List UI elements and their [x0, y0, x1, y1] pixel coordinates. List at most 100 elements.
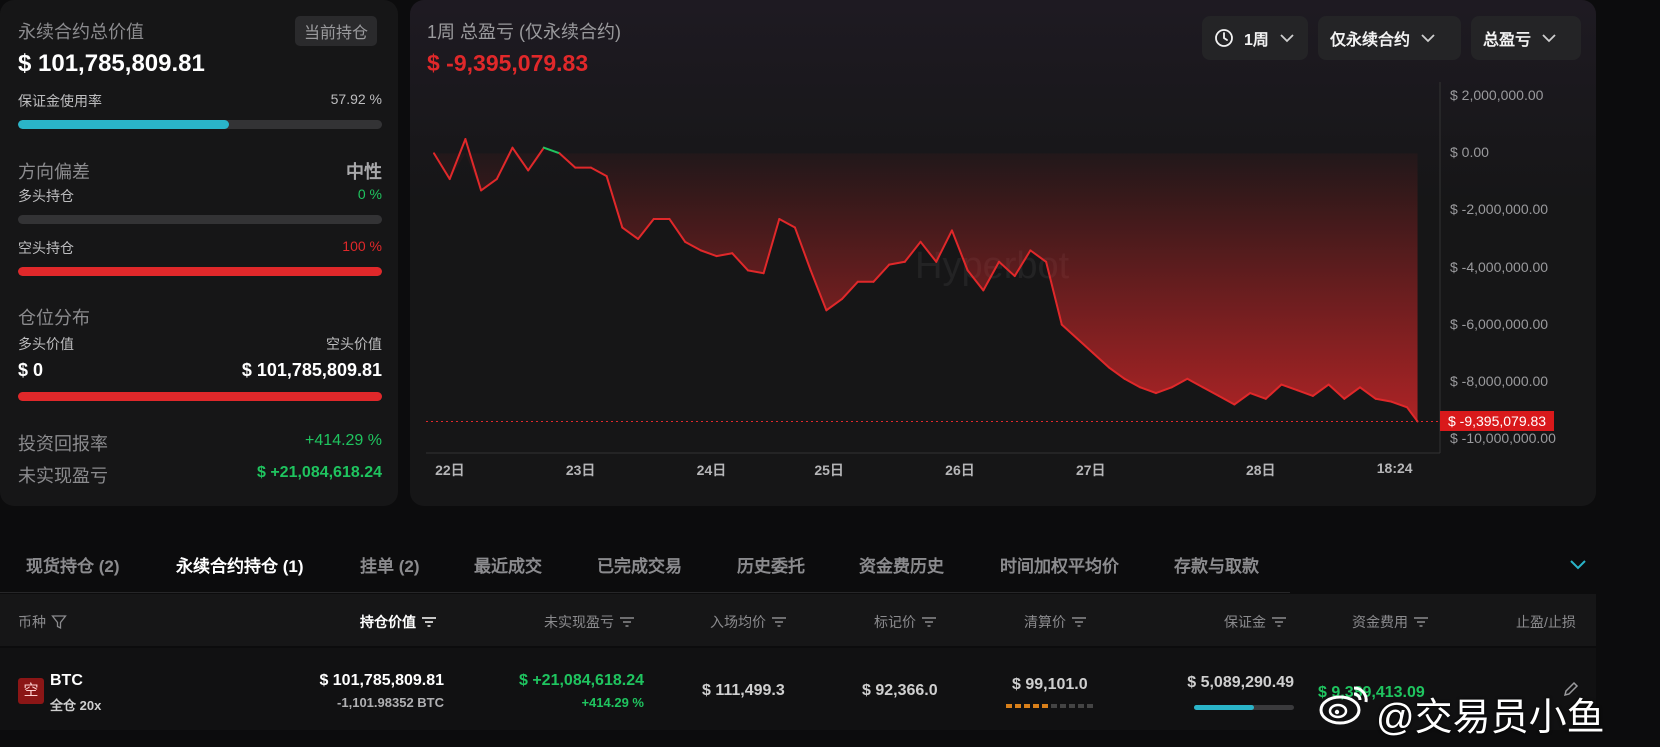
y-tick-label: $ -2,000,000.00 [1450, 201, 1549, 218]
pnl-line-segment [1406, 406, 1419, 423]
header-position-value[interactable]: 持仓价值 [360, 612, 437, 632]
y-tick-label: $ -4,000,000.00 [1450, 258, 1549, 275]
chevron-down-icon [1421, 34, 1435, 43]
upnl-amount: $ +21,084,618.24 [518, 672, 644, 689]
roi-label: 投资回报率 [18, 434, 108, 454]
x-tick-label: 25日 [814, 462, 844, 478]
scope-value: 仅永续合约 [1330, 32, 1411, 49]
tab-spot-positions[interactable]: 现货持仓 (2) [26, 557, 120, 576]
x-tick-label: 24日 [696, 462, 727, 478]
long-position-bar [18, 215, 382, 224]
x-tick-label: 23日 [565, 462, 596, 478]
tab-completed-trades[interactable]: 已完成交易 [597, 557, 682, 576]
pnl-line-segment [1217, 394, 1236, 406]
header-entry-price[interactable]: 入场均价 [710, 612, 787, 632]
pnl-line-segment [542, 146, 561, 155]
short-position-bar [18, 267, 382, 276]
pnl-line-segment [558, 152, 577, 169]
pnl-line-segment [841, 280, 859, 300]
long-value-label: 多头价值 [18, 336, 74, 352]
pnl-line-segment [1264, 383, 1283, 400]
header-tp-sl: 止盈/止损 [1516, 614, 1576, 630]
pnl-line-segment [1092, 352, 1110, 369]
header-funding[interactable]: 资金费用 [1352, 612, 1429, 632]
position-value: $ 101,785,809.81 [319, 672, 444, 689]
header-mark-price[interactable]: 标记价 [874, 612, 937, 632]
metric-dropdown[interactable]: 总盈亏 [1471, 16, 1581, 60]
tabs-divider [0, 592, 1290, 593]
pnl-line-segment [448, 138, 467, 181]
pnl-line-segment [762, 217, 781, 275]
author-watermark: @交易员小鱼 [1376, 697, 1605, 739]
sort-icon [620, 617, 634, 627]
pnl-line-segment [605, 175, 624, 229]
short-position-pct: 100 % [342, 238, 382, 254]
total-value-label: 永续合约总价值 [18, 22, 144, 42]
tab-open-orders[interactable]: 挂单 (2) [360, 557, 420, 576]
pnl-line-segment [966, 269, 985, 292]
header-margin[interactable]: 保证金 [1224, 612, 1287, 632]
edit-icon[interactable] [1562, 680, 1580, 698]
tab-deposits-withdrawals[interactable]: 存款与取款 [1174, 557, 1259, 576]
bias-value: 中性 [346, 162, 382, 182]
pnl-line-segment [935, 229, 953, 263]
chart-total-pnl: $ -9,395,079.83 [427, 50, 589, 76]
distribution-bar [18, 392, 382, 401]
chevron-down-icon [1542, 34, 1556, 43]
short-position-label: 空头持仓 [18, 240, 74, 256]
pnl-line-segment [464, 138, 483, 192]
sort-icon [1272, 617, 1286, 627]
sort-icon [922, 617, 936, 627]
pnl-line-segment [950, 229, 969, 272]
margin-amount: $ 5,089,290.49 [1187, 674, 1294, 691]
sort-icon [422, 617, 436, 627]
scope-dropdown[interactable]: 仅永续合约 [1318, 16, 1461, 60]
position-mode: 全仓 20x [50, 698, 102, 713]
pnl-line-segment [746, 269, 765, 275]
header-upnl[interactable]: 未实现盈亏 [544, 612, 635, 632]
coin-name[interactable]: BTC [50, 672, 83, 689]
pnl-line-segment [715, 252, 734, 258]
chevron-down-icon[interactable] [1568, 558, 1588, 572]
pnl-line-segment [668, 217, 687, 243]
pnl-line-segment [903, 240, 922, 263]
pnl-line-segment [1343, 386, 1361, 400]
upnl-label: 未实现盈亏 [18, 466, 108, 486]
filter-icon[interactable] [51, 614, 67, 630]
current-position-tag[interactable]: 当前持仓 [295, 16, 378, 46]
header-liq-price[interactable]: 清算价 [1024, 612, 1087, 632]
tab-twap[interactable]: 时间加权平均价 [1000, 557, 1119, 576]
roi-value: +414.29 % [305, 432, 382, 449]
table-row[interactable]: 空 BTC 全仓 20x $ 101,785,809.81 -1,101.983… [0, 648, 1596, 730]
pnl-line-segment [1296, 389, 1314, 397]
x-tick-label: 26日 [945, 462, 975, 478]
pnl-line-segment [1139, 386, 1157, 395]
pnl-line-segment [778, 217, 796, 229]
period-value: 1周 [1244, 32, 1269, 49]
tab-perp-positions[interactable]: 永续合约持仓 (1) [176, 557, 304, 576]
tab-recent-trades[interactable]: 最近成交 [474, 557, 542, 576]
sort-icon [1072, 617, 1086, 627]
margin-usage-label: 保证金使用率 [18, 93, 102, 109]
pnl-line-segment [699, 249, 718, 258]
mark-price: $ 92,366.0 [862, 682, 938, 699]
tab-funding-history[interactable]: 资金费历史 [859, 557, 944, 576]
tab-order-history[interactable]: 历史委托 [737, 557, 805, 576]
chevron-down-icon [1280, 34, 1294, 43]
pnl-line-segment [793, 226, 812, 272]
liq-price: $ 99,101.0 [1012, 676, 1088, 693]
x-tick-label: 22日 [435, 462, 465, 478]
sort-icon [772, 617, 786, 627]
pnl-line-segment [731, 252, 749, 272]
y-tick-label: $ 0.00 [1450, 144, 1489, 161]
position-size: -1,101.98352 BTC [337, 695, 444, 710]
period-dropdown[interactable]: 1周 [1202, 16, 1308, 60]
header-coin[interactable]: 币种 [18, 612, 67, 632]
pnl-line-segment [480, 178, 498, 192]
pnl-line-segment [1280, 383, 1299, 392]
y-tick-label: $ -10,000,000.00 [1450, 429, 1556, 446]
pnl-line-segment [1374, 397, 1393, 403]
sort-icon [1414, 617, 1428, 627]
pnl-line-segment [589, 166, 608, 178]
chart-title: 1周 总盈亏 (仅永续合约) [427, 22, 622, 42]
